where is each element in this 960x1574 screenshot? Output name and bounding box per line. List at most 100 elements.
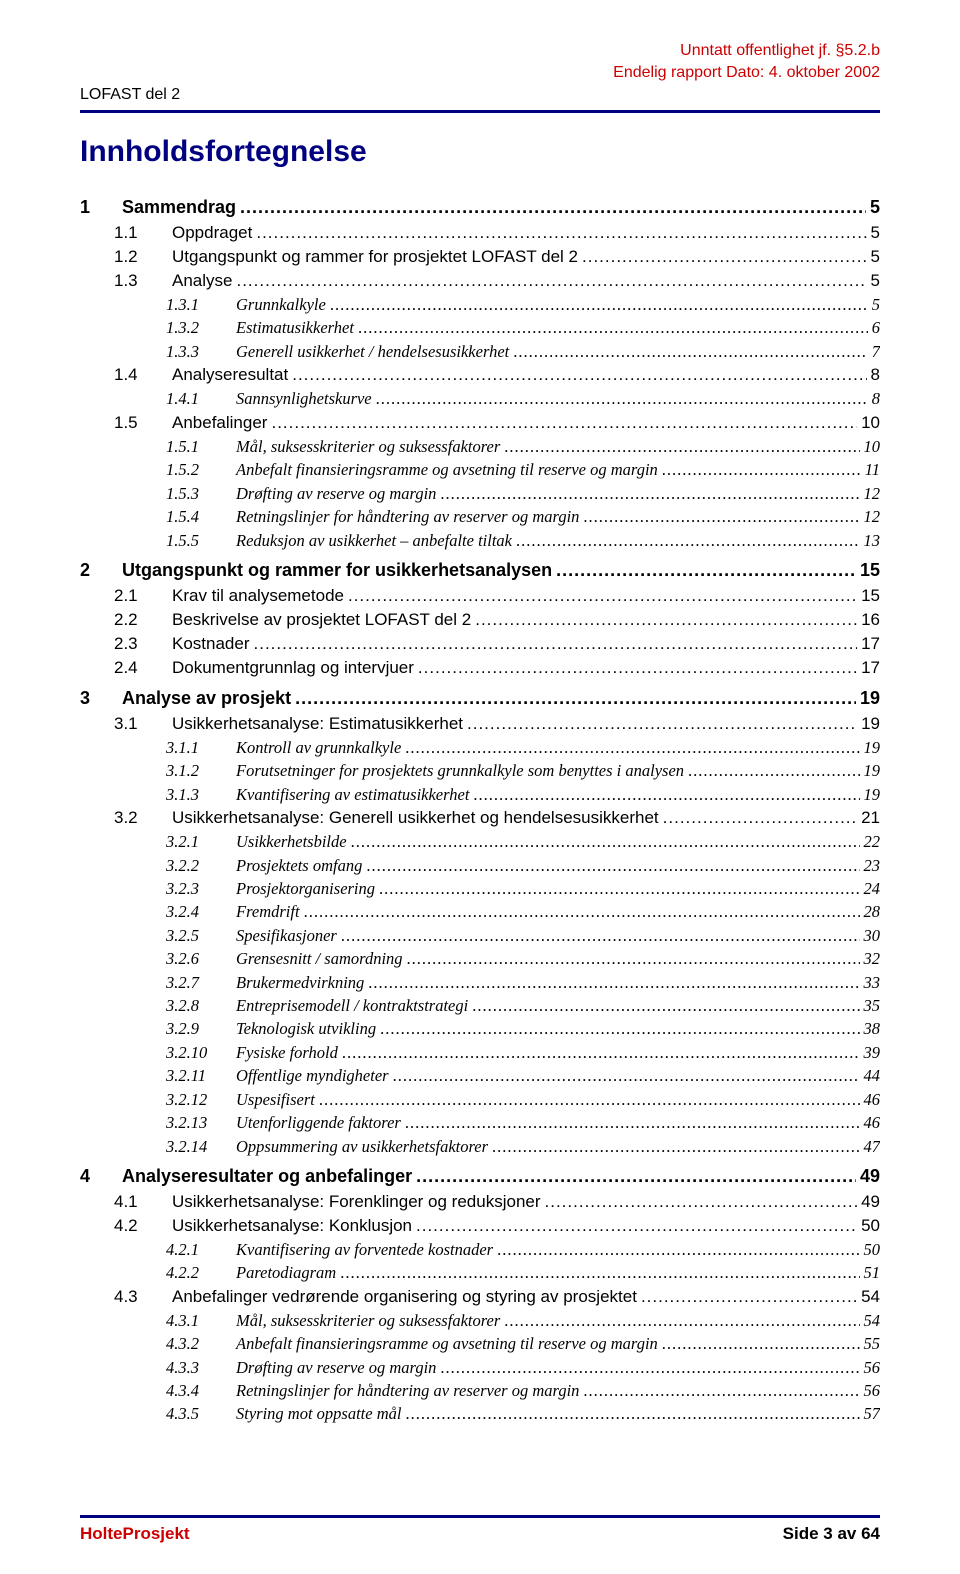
toc-leader-dots	[368, 971, 859, 994]
toc-entry[interactable]: 3.2.4Fremdrift28	[166, 900, 880, 923]
toc-entry-number: 3.2.10	[166, 1041, 230, 1064]
toc-leader-dots	[467, 712, 857, 736]
toc-entry-text: Beskrivelse av prosjektet LOFAST del 2	[166, 608, 471, 632]
toc-entry-number: 2.2	[114, 608, 166, 632]
toc-entry-text: Prosjektets omfang	[230, 854, 362, 877]
toc-entry[interactable]: 1Sammendrag5	[80, 195, 880, 221]
toc-entry[interactable]: 4.2.2Paretodiagram51	[166, 1261, 880, 1284]
toc-entry-page: 7	[872, 340, 880, 363]
toc-entry[interactable]: 4.3.2Anbefalt finansieringsramme og avse…	[166, 1332, 880, 1355]
toc-entry[interactable]: 3.2Usikkerhetsanalyse: Generell usikkerh…	[114, 806, 880, 830]
toc-entry[interactable]: 1.4.1Sannsynlighetskurve8	[166, 387, 880, 410]
toc-entry[interactable]: 1.5.3Drøfting av reserve og margin12	[166, 482, 880, 505]
toc-leader-dots	[380, 1017, 859, 1040]
toc-entry[interactable]: 3.1.2Forutsetninger for prosjektets grun…	[166, 759, 880, 782]
toc-entry[interactable]: 2.4Dokumentgrunnlag og intervjuer17	[114, 656, 880, 680]
toc-entry[interactable]: 4.3.4Retningslinjer for håndtering av re…	[166, 1379, 880, 1402]
toc-entry-text: Kvantifisering av estimatusikkerhet	[230, 783, 469, 806]
toc-entry-number: 1.5.2	[166, 458, 230, 481]
toc-entry-text: Analyseresultater og anbefalinger	[114, 1164, 412, 1190]
toc-entry[interactable]: 1.1Oppdraget5	[114, 221, 880, 245]
toc-entry[interactable]: 3.2.13Utenforliggende faktorer46	[166, 1111, 880, 1134]
toc-entry-number: 3.2.11	[166, 1064, 230, 1087]
toc-leader-dots	[405, 1111, 860, 1134]
header-right-line2: Endelig rapport Dato: 4. oktober 2002	[613, 62, 880, 84]
toc-entry[interactable]: 4Analyseresultater og anbefalinger49	[80, 1164, 880, 1190]
toc-entry[interactable]: 1.5.1Mål, suksesskriterier og suksessfak…	[166, 435, 880, 458]
toc-entry-number: 1.3.1	[166, 293, 230, 316]
toc-entry[interactable]: 1.5Anbefalinger10	[114, 411, 880, 435]
toc-entry-text: Spesifikasjoner	[230, 924, 337, 947]
toc-leader-dots	[304, 900, 860, 923]
toc-entry-page: 24	[864, 877, 881, 900]
toc-entry[interactable]: 1.5.5Reduksjon av usikkerhet – anbefalte…	[166, 529, 880, 552]
toc-entry[interactable]: 4.2Usikkerhetsanalyse: Konklusjon50	[114, 1214, 880, 1238]
toc-entry-page: 15	[861, 584, 880, 608]
table-of-contents: 1Sammendrag51.1Oppdraget51.2Utgangspunkt…	[80, 195, 880, 1426]
toc-entry[interactable]: 1.3Analyse5	[114, 269, 880, 293]
toc-entry-number: 3.2.8	[166, 994, 230, 1017]
toc-entry[interactable]: 2.3Kostnader17	[114, 632, 880, 656]
toc-entry[interactable]: 3.2.10Fysiske forhold39	[166, 1041, 880, 1064]
toc-leader-dots	[556, 558, 856, 584]
toc-entry[interactable]: 1.5.4Retningslinjer for håndtering av re…	[166, 505, 880, 528]
toc-entry-text: Uspesifisert	[230, 1088, 315, 1111]
toc-entry-number: 2.4	[114, 656, 166, 680]
toc-entry[interactable]: 3.2.1Usikkerhetsbilde22	[166, 830, 880, 853]
toc-entry[interactable]: 1.4Analyseresultat8	[114, 363, 880, 387]
toc-leader-dots	[358, 316, 868, 339]
toc-entry-number: 3.2	[114, 806, 166, 830]
toc-entry[interactable]: 3.2.5Spesifikasjoner30	[166, 924, 880, 947]
toc-entry[interactable]: 3.2.11Offentlige myndigheter44	[166, 1064, 880, 1087]
toc-entry[interactable]: 3.1Usikkerhetsanalyse: Estimatusikkerhet…	[114, 712, 880, 736]
toc-entry-text: Anbefalt finansieringsramme og avsetning…	[230, 458, 658, 481]
toc-entry-text: Anbefalinger vedrørende organisering og …	[166, 1285, 637, 1309]
toc-entry-text: Usikkerhetsanalyse: Konklusjon	[166, 1214, 412, 1238]
toc-entry[interactable]: 2.2Beskrivelse av prosjektet LOFAST del …	[114, 608, 880, 632]
toc-entry-number: 3.2.14	[166, 1135, 230, 1158]
toc-entry-number: 1.4	[114, 363, 166, 387]
toc-entry-text: Sammendrag	[114, 195, 236, 221]
toc-entry[interactable]: 3Analyse av prosjekt19	[80, 686, 880, 712]
toc-entry[interactable]: 1.3.1Grunnkalkyle5	[166, 293, 880, 316]
toc-leader-dots	[504, 1309, 859, 1332]
toc-entry[interactable]: 3.1.3Kvantifisering av estimatusikkerhet…	[166, 783, 880, 806]
toc-entry[interactable]: 3.2.2Prosjektets omfang23	[166, 854, 880, 877]
toc-leader-dots	[475, 608, 857, 632]
toc-entry-page: 10	[861, 411, 880, 435]
toc-entry-text: Teknologisk utvikling	[230, 1017, 376, 1040]
toc-entry-number: 3.2.4	[166, 900, 230, 923]
toc-entry[interactable]: 4.3.1Mål, suksesskriterier og suksessfak…	[166, 1309, 880, 1332]
toc-entry[interactable]: 3.2.6Grensesnitt / samordning32	[166, 947, 880, 970]
toc-entry-page: 13	[864, 529, 881, 552]
toc-entry-number: 1	[80, 195, 114, 221]
toc-entry-text: Grensesnitt / samordning	[230, 947, 403, 970]
toc-entry[interactable]: 3.1.1Kontroll av grunnkalkyle19	[166, 736, 880, 759]
toc-entry-number: 1.3.2	[166, 316, 230, 339]
toc-entry[interactable]: 3.2.3Prosjektorganisering24	[166, 877, 880, 900]
toc-entry[interactable]: 1.5.2Anbefalt finansieringsramme og avse…	[166, 458, 880, 481]
page-title: Innholdsfortegnelse	[80, 135, 880, 169]
toc-entry-number: 3.1.1	[166, 736, 230, 759]
toc-entry[interactable]: 4.3Anbefalinger vedrørende organisering …	[114, 1285, 880, 1309]
toc-entry[interactable]: 2Utgangspunkt og rammer for usikkerhetsa…	[80, 558, 880, 584]
toc-entry[interactable]: 4.3.5Styring mot oppsatte mål57	[166, 1402, 880, 1425]
toc-entry-text: Drøfting av reserve og margin	[230, 482, 436, 505]
toc-entry[interactable]: 4.3.3Drøfting av reserve og margin56	[166, 1356, 880, 1379]
toc-entry[interactable]: 3.2.14Oppsummering av usikkerhetsfaktore…	[166, 1135, 880, 1158]
toc-entry-page: 19	[860, 686, 880, 712]
toc-entry[interactable]: 1.2Utgangspunkt og rammer for prosjektet…	[114, 245, 880, 269]
toc-entry[interactable]: 2.1Krav til analysemetode15	[114, 584, 880, 608]
toc-leader-dots	[418, 656, 857, 680]
toc-entry[interactable]: 3.2.8Entreprisemodell / kontraktstrategi…	[166, 994, 880, 1017]
toc-entry-number: 1.5.5	[166, 529, 230, 552]
toc-entry[interactable]: 1.3.3Generell usikkerhet / hendelsesusik…	[166, 340, 880, 363]
toc-entry[interactable]: 3.2.9Teknologisk utvikling38	[166, 1017, 880, 1040]
toc-entry-number: 1.1	[114, 221, 166, 245]
toc-entry[interactable]: 1.3.2Estimatusikkerhet6	[166, 316, 880, 339]
toc-entry-number: 3.2.3	[166, 877, 230, 900]
toc-entry[interactable]: 3.2.7Brukermedvirkning33	[166, 971, 880, 994]
toc-entry[interactable]: 3.2.12Uspesifisert46	[166, 1088, 880, 1111]
toc-entry[interactable]: 4.1Usikkerhetsanalyse: Forenklinger og r…	[114, 1190, 880, 1214]
toc-entry[interactable]: 4.2.1Kvantifisering av forventede kostna…	[166, 1238, 880, 1261]
